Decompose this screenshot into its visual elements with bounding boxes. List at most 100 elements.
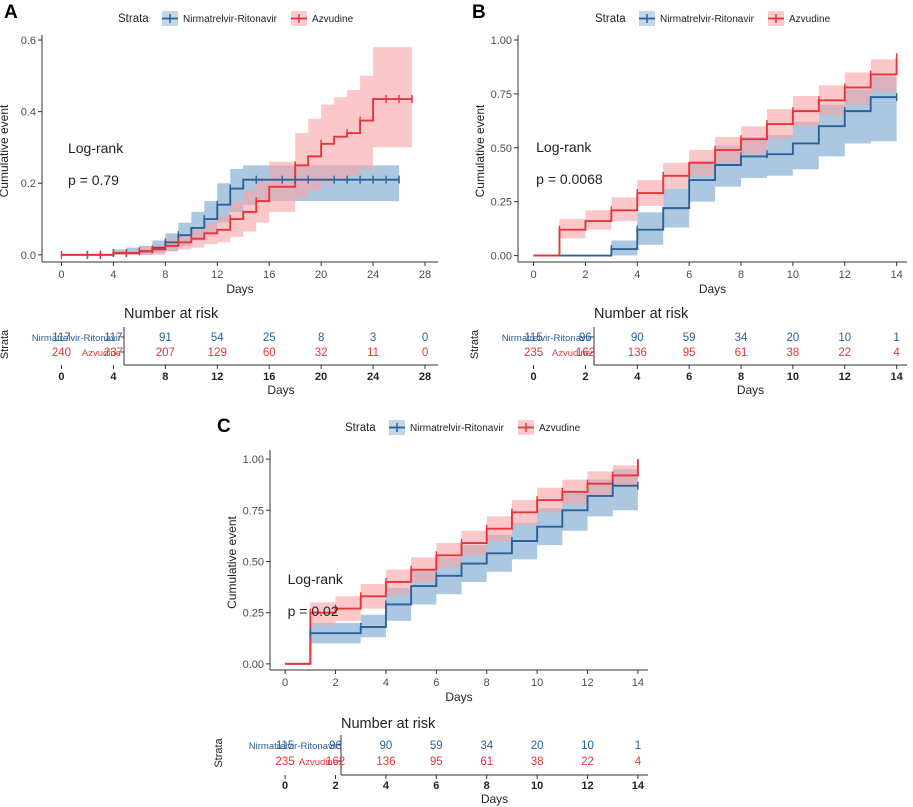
x-tick-label: 4 <box>383 677 389 689</box>
risk-x-tick-label: 2 <box>582 371 588 383</box>
risk-count-azvudine: 136 <box>376 756 395 768</box>
panel-a: A Strata Nirmatrelvir-Ritonavir Azvudine 0 4 8… <box>0 2 438 397</box>
y-tick-label: 0.6 <box>21 35 36 47</box>
risk-count-azvudine: 129 <box>208 347 227 359</box>
risk-x-tick-label: 10 <box>531 780 543 792</box>
risk-count-azvudine: 60 <box>263 347 276 359</box>
risk-x-tick-label: 2 <box>332 780 338 792</box>
risk-x-tick-label: 0 <box>530 371 536 383</box>
legend-title: Strata <box>345 422 376 434</box>
legend-label-azvudine: Azvudine <box>312 14 354 25</box>
risk-count-azvudine: 22 <box>581 756 594 768</box>
risk-x-tick-label: 24 <box>367 371 380 383</box>
ci-band-azvudine <box>61 47 413 255</box>
risk-count-nirmatrelvir-ritonavir: 90 <box>380 740 393 752</box>
x-tick-label: 0 <box>58 269 64 281</box>
risk-count-azvudine: 38 <box>531 756 544 768</box>
risk-x-tick-label: 10 <box>787 371 799 383</box>
panel-letter: B <box>472 2 486 23</box>
risk-x-axis-title: Days <box>267 383 294 397</box>
x-tick-label: 12 <box>839 269 851 281</box>
risk-table-title: Number at risk <box>124 306 219 322</box>
x-tick-label: 8 <box>738 269 744 281</box>
km-line-nirmatrelvir-ritonavir <box>285 484 638 665</box>
risk-count-azvudine: 235 <box>276 756 295 768</box>
x-tick-label: 20 <box>315 269 327 281</box>
x-tick-label: 14 <box>891 269 903 281</box>
y-tick-label: 0.0 <box>21 250 36 262</box>
risk-count-nirmatrelvir-ritonavir: 3 <box>370 332 376 344</box>
y-tick-label: 0.50 <box>243 556 264 568</box>
legend-label-nirmatrelvir-ritonavir: Nirmatrelvir-Ritonavir <box>660 14 755 25</box>
x-tick-label: 0 <box>282 677 288 689</box>
x-tick-label: 24 <box>367 269 379 281</box>
risk-x-tick-label: 6 <box>433 780 439 792</box>
risk-count-azvudine: 235 <box>524 347 543 359</box>
risk-count-nirmatrelvir-ritonavir: 10 <box>838 332 851 344</box>
risk-x-axis-title: Days <box>737 383 764 397</box>
risk-count-nirmatrelvir-ritonavir: 59 <box>683 332 696 344</box>
legend-label-nirmatrelvir-ritonavir: Nirmatrelvir-Ritonavir <box>410 423 505 434</box>
log-rank-label: Log-rank <box>536 139 592 155</box>
x-tick-label: 6 <box>433 677 439 689</box>
risk-row-label-azvudine: Azvudine <box>552 348 591 359</box>
risk-count-azvudine: 22 <box>838 347 851 359</box>
x-tick-label: 14 <box>632 677 644 689</box>
x-tick-label: 2 <box>582 269 588 281</box>
risk-count-nirmatrelvir-ritonavir: 34 <box>480 740 493 752</box>
risk-count-azvudine: 95 <box>683 347 696 359</box>
legend-label-nirmatrelvir-ritonavir: Nirmatrelvir-Ritonavir <box>183 14 278 25</box>
risk-count-azvudine: 38 <box>786 347 799 359</box>
risk-count-nirmatrelvir-ritonavir: 59 <box>430 740 443 752</box>
risk-count-nirmatrelvir-ritonavir: 91 <box>159 332 172 344</box>
x-tick-label: 10 <box>787 269 799 281</box>
risk-x-tick-label: 12 <box>839 371 851 383</box>
risk-count-nirmatrelvir-ritonavir: 117 <box>52 332 70 344</box>
risk-count-azvudine: 32 <box>315 347 328 359</box>
legend-label-azvudine: Azvudine <box>539 423 581 434</box>
p-value-label: p = 0.79 <box>68 172 119 188</box>
y-tick-label: 1.00 <box>491 35 512 47</box>
risk-x-tick-label: 4 <box>110 371 117 383</box>
y-tick-label: 0.25 <box>491 197 512 209</box>
y-axis-title: Cumulative event <box>225 515 239 608</box>
legend-label-azvudine: Azvudine <box>789 14 831 25</box>
risk-count-azvudine: 162 <box>326 756 345 768</box>
risk-row-label-nirmatrelvir-ritonavir: Nirmatrelvir-Ritonavir <box>502 333 591 344</box>
risk-x-tick-label: 12 <box>581 780 593 792</box>
risk-x-tick-label: 4 <box>383 780 390 792</box>
risk-x-tick-label: 8 <box>162 371 168 383</box>
risk-count-nirmatrelvir-ritonavir: 10 <box>581 740 594 752</box>
risk-count-nirmatrelvir-ritonavir: 25 <box>263 332 276 344</box>
y-tick-label: 0.75 <box>243 505 264 517</box>
panel-letter: C <box>217 416 231 437</box>
risk-count-nirmatrelvir-ritonavir: 115 <box>276 740 294 752</box>
risk-count-azvudine: 61 <box>480 756 493 768</box>
risk-count-nirmatrelvir-ritonavir: 20 <box>786 332 799 344</box>
x-tick-label: 0 <box>530 269 536 281</box>
risk-count-nirmatrelvir-ritonavir: 117 <box>104 332 122 344</box>
y-tick-label: 0.75 <box>491 89 512 101</box>
risk-count-nirmatrelvir-ritonavir: 0 <box>422 332 428 344</box>
y-tick-label: 0.2 <box>21 178 36 190</box>
risk-count-nirmatrelvir-ritonavir: 1 <box>893 332 899 344</box>
risk-x-tick-label: 14 <box>891 371 904 383</box>
risk-count-azvudine: 136 <box>628 347 647 359</box>
x-tick-label: 8 <box>162 269 168 281</box>
risk-x-tick-label: 20 <box>315 371 327 383</box>
risk-strata-label: Strata <box>213 737 225 767</box>
risk-count-nirmatrelvir-ritonavir: 96 <box>329 740 342 752</box>
y-tick-label: 0.50 <box>491 143 512 155</box>
risk-count-azvudine: 207 <box>156 347 175 359</box>
risk-x-tick-label: 6 <box>686 371 692 383</box>
x-tick-label: 16 <box>263 269 275 281</box>
risk-x-tick-label: 8 <box>484 780 490 792</box>
risk-count-azvudine: 4 <box>635 756 642 768</box>
risk-x-tick-label: 14 <box>632 780 645 792</box>
risk-table-title: Number at risk <box>341 716 436 732</box>
risk-row-label-nirmatrelvir-ritonavir: Nirmatrelvir-Ritonavir <box>249 741 338 752</box>
risk-count-nirmatrelvir-ritonavir: 8 <box>318 332 324 344</box>
risk-x-tick-label: 0 <box>58 371 64 383</box>
x-tick-label: 10 <box>531 677 543 689</box>
